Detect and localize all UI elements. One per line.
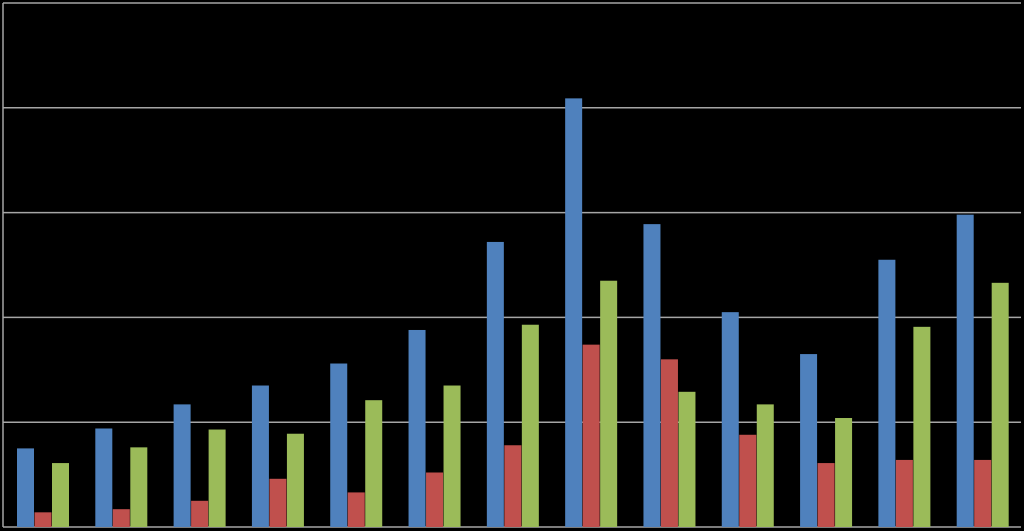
bar [678,391,696,527]
bar [112,509,130,527]
bar [95,428,113,527]
bar [330,363,348,527]
bar [800,354,818,527]
bar [34,512,52,527]
bar [443,385,461,527]
bar [956,214,974,528]
bar [817,463,835,527]
bar [408,329,426,527]
bar [269,478,287,527]
bar [286,433,304,527]
bar [721,312,739,527]
bar [17,448,34,527]
bar [191,500,209,527]
bar [251,385,269,527]
bar [130,447,148,527]
bar [878,259,896,527]
bar [504,445,522,527]
bar [365,400,383,527]
bar [991,282,1009,527]
bar [660,359,678,527]
bar [347,492,365,527]
bar [426,472,444,527]
bar [913,326,931,527]
bar [486,241,504,527]
bar [835,418,853,527]
bar [600,280,618,527]
bar [173,404,191,527]
bar [521,324,539,527]
bar [895,459,913,527]
bar [582,344,600,527]
bar [974,459,992,527]
bar [565,98,583,528]
bar [643,224,661,528]
bar [208,429,226,527]
bar [756,404,774,527]
bar [739,434,757,527]
bar [52,463,69,527]
